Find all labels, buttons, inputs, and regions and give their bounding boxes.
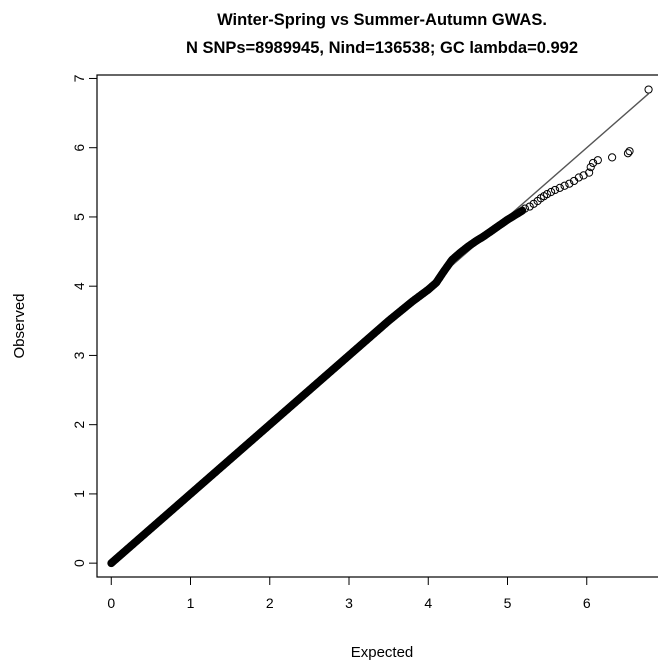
x-axis-label: Expected bbox=[351, 644, 414, 661]
x-tick-label: 6 bbox=[583, 595, 591, 611]
y-tick-label: 4 bbox=[71, 282, 87, 290]
data-point bbox=[623, 149, 633, 158]
x-tick-label: 1 bbox=[187, 595, 195, 611]
y-axis: 0 1 2 3 4 5 6 7 bbox=[71, 74, 98, 567]
data-point bbox=[565, 179, 574, 188]
data-point bbox=[586, 162, 595, 172]
data-point bbox=[560, 181, 569, 190]
y-tick-label: 3 bbox=[71, 351, 87, 359]
y-tick-label: 6 bbox=[71, 144, 87, 152]
x-tick-label: 3 bbox=[345, 595, 353, 611]
data-point bbox=[588, 158, 598, 168]
y-tick-label: 5 bbox=[71, 213, 87, 221]
data-point bbox=[625, 147, 634, 156]
data-points bbox=[107, 85, 653, 568]
x-tick-label: 0 bbox=[107, 595, 115, 611]
data-point bbox=[585, 168, 594, 177]
y-tick-label: 7 bbox=[71, 74, 87, 82]
y-tick-label: 0 bbox=[71, 559, 87, 567]
x-tick-label: 2 bbox=[266, 595, 274, 611]
data-point bbox=[644, 85, 653, 94]
data-point bbox=[593, 156, 602, 165]
x-tick-label: 4 bbox=[424, 595, 432, 611]
data-point bbox=[574, 173, 583, 182]
data-point bbox=[550, 185, 560, 195]
x-tick-label: 5 bbox=[504, 595, 512, 611]
data-point bbox=[520, 204, 530, 213]
data-point bbox=[518, 206, 527, 215]
y-tick-label: 1 bbox=[71, 490, 87, 498]
data-point bbox=[579, 171, 588, 180]
data-point bbox=[546, 187, 556, 197]
data-point bbox=[555, 183, 564, 192]
chart-title-line-2: N SNPs=8989945, Nind=136538; GC lambda=0… bbox=[186, 39, 578, 57]
data-point bbox=[543, 189, 552, 199]
y-axis-label: Observed bbox=[11, 293, 28, 358]
y-tick-label: 2 bbox=[71, 421, 87, 429]
data-point bbox=[608, 153, 617, 162]
chart-title-line-1: Winter-Spring vs Summer-Autumn GWAS. bbox=[217, 11, 547, 29]
